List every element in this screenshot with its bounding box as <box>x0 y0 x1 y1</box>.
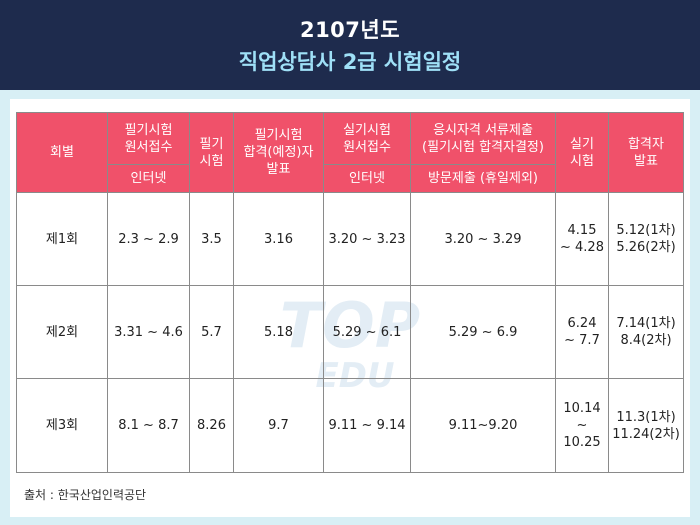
header-practical-exam: 실기 시험 <box>555 112 609 193</box>
title-exam: 직업상담사 2급 시험일정 <box>238 50 462 74</box>
header-practical-application: 실기시험 원서접수 <box>323 112 411 165</box>
cell-round: 제2회 <box>16 285 108 379</box>
header-round: 회별 <box>16 112 108 193</box>
cell-written-application: 3.31 ~ 4.6 <box>107 285 190 379</box>
title-banner: 2107년도 직업상담사 2급 시험일정 <box>0 0 700 90</box>
source-credit: 출처 : 한국산업인력공단 <box>24 488 147 502</box>
cell-round: 제1회 <box>16 192 108 286</box>
header-document-submission: 응시자격 서류제출 (필기시험 합격자결정) <box>410 112 556 165</box>
cell-written-application: 2.3 ~ 2.9 <box>107 192 190 286</box>
cell-final-announcement: 5.12(1차) 5.26(2차) <box>608 192 684 286</box>
table-row: 제2회 3.31 ~ 4.6 5.7 5.18 5.29 ~ 6.1 5.29 … <box>16 285 684 379</box>
exam-schedule-table: 회별 필기시험 원서접수 필기 시험 필기시험 합격(예정)자 발표 실기시험 원서접수 … <box>16 112 684 473</box>
title-year: 2107년도 <box>299 18 401 42</box>
cell-written-result: 3.16 <box>233 192 324 286</box>
cell-document-submission: 3.20 ~ 3.29 <box>410 192 556 286</box>
header-practical-application-method: 인터넷 <box>323 164 411 193</box>
cell-written-exam: 3.5 <box>189 192 234 286</box>
table-row: 제1회 2.3 ~ 2.9 3.5 3.16 3.20 ~ 3.23 3.20 … <box>16 192 684 286</box>
header-document-method: 방문제출 (휴일제외) <box>410 164 556 193</box>
table-row: 제3회 8.1 ~ 8.7 8.26 9.7 9.11 ~ 9.14 9.11~… <box>16 378 684 473</box>
cell-round: 제3회 <box>16 378 108 473</box>
cell-written-exam: 5.7 <box>189 285 234 379</box>
header-written-application: 필기시험 원서접수 <box>107 112 190 165</box>
cell-practical-application: 5.29 ~ 6.1 <box>323 285 411 379</box>
cell-written-application: 8.1 ~ 8.7 <box>107 378 190 473</box>
cell-final-announcement: 11.3(1차) 11.24(2차) <box>608 378 684 473</box>
cell-practical-exam: 10.14 ~ 10.25 <box>555 378 609 473</box>
header-written-exam: 필기 시험 <box>189 112 234 193</box>
cell-written-result: 9.7 <box>233 378 324 473</box>
cell-practical-application: 3.20 ~ 3.23 <box>323 192 411 286</box>
cell-final-announcement: 7.14(1차) 8.4(2차) <box>608 285 684 379</box>
header-final-announcement: 합격자 발표 <box>608 112 684 193</box>
cell-written-result: 5.18 <box>233 285 324 379</box>
header-written-application-method: 인터넷 <box>107 164 190 193</box>
cell-practical-exam: 4.15 ~ 4.28 <box>555 192 609 286</box>
cell-practical-exam: 6.24 ~ 7.7 <box>555 285 609 379</box>
cell-document-submission: 5.29 ~ 6.9 <box>410 285 556 379</box>
header-written-result: 필기시험 합격(예정)자 발표 <box>233 112 324 193</box>
cell-written-exam: 8.26 <box>189 378 234 473</box>
cell-document-submission: 9.11~9.20 <box>410 378 556 473</box>
cell-practical-application: 9.11 ~ 9.14 <box>323 378 411 473</box>
